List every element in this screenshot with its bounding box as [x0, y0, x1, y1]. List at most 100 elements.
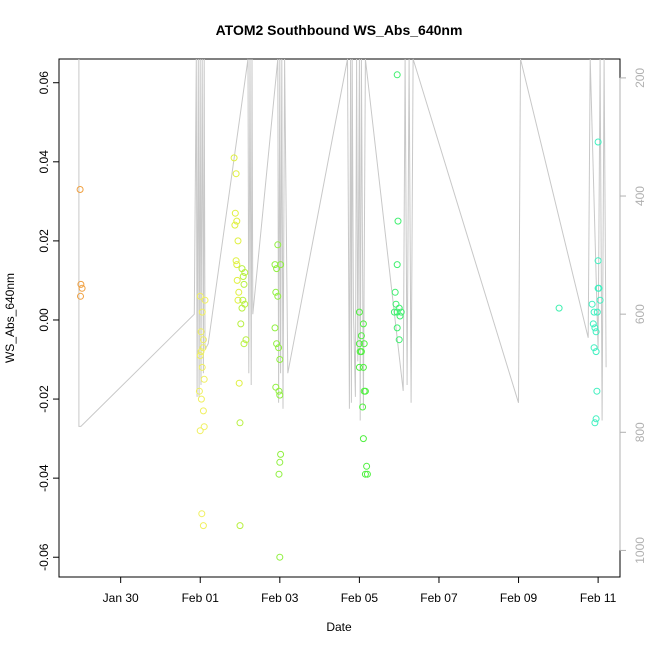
data-point [240, 340, 248, 348]
data-point [396, 312, 404, 320]
data-point [201, 296, 209, 304]
data-point [197, 395, 205, 403]
data-point [593, 308, 601, 316]
data-point [360, 340, 368, 348]
data-point [395, 304, 403, 312]
data-point [196, 352, 204, 360]
data-point [355, 363, 363, 371]
x-tick-label: Feb 07 [420, 591, 458, 605]
data-point [363, 462, 371, 470]
data-point [591, 324, 599, 332]
data-point [240, 280, 248, 288]
data-point [274, 292, 282, 300]
data-point [277, 450, 285, 458]
data-point [359, 320, 367, 328]
data-point [393, 261, 401, 269]
data-point [275, 344, 283, 352]
data-point [360, 387, 368, 395]
series-7 [555, 304, 563, 312]
data-point [588, 300, 596, 308]
right-tick-label: 1000 [633, 537, 647, 564]
data-point [196, 292, 204, 300]
data-point [236, 419, 244, 427]
data-point [199, 522, 207, 530]
chart-title: ATOM2 Southbound WS_Abs_640nm [216, 22, 463, 38]
y-tick-label: 0.04 [37, 150, 51, 174]
data-point [77, 280, 85, 288]
data-point [359, 403, 367, 411]
series-1 [195, 292, 209, 530]
data-point [594, 138, 602, 146]
series-4 [271, 241, 285, 561]
data-point [231, 221, 239, 229]
data-point [239, 273, 247, 280]
data-point [77, 292, 84, 300]
y-tick-label: -0.02 [37, 385, 51, 413]
data-point [276, 391, 284, 399]
data-point [357, 332, 365, 340]
right-axis: 200 400 600 800 1000 [619, 68, 647, 564]
x-axis: Jan 30 Feb 01 Feb 03 Feb 05 Feb 07 Feb 09 Feb … [103, 576, 617, 605]
data-point [231, 209, 239, 217]
data-point [198, 308, 206, 316]
data-point [198, 510, 206, 518]
data-point [230, 154, 238, 162]
data-point [276, 553, 284, 561]
right-tick-label: 800 [633, 422, 647, 442]
data-point [363, 470, 371, 478]
data-point [233, 276, 241, 284]
data-point [232, 257, 240, 265]
data-point [235, 288, 243, 296]
series-0 [76, 186, 86, 300]
data-point [393, 71, 401, 79]
y-tick-label: 0.06 [37, 71, 51, 95]
data-point [390, 308, 398, 316]
data-point [273, 265, 281, 273]
y-tick-label: -0.06 [37, 543, 51, 571]
data-point [234, 237, 242, 245]
data-point [272, 288, 280, 296]
right-tick-label: 600 [633, 304, 647, 324]
x-tick-label: Feb 03 [261, 591, 299, 605]
data-point [274, 241, 282, 249]
data-point [239, 296, 247, 304]
data-point [361, 470, 369, 478]
plot-area-frame [58, 58, 621, 578]
data-point [355, 308, 363, 316]
series-3 [236, 265, 250, 530]
data-point [276, 356, 284, 363]
data-point [395, 336, 403, 344]
data-point [234, 296, 242, 304]
data-point [241, 269, 249, 276]
data-point [238, 304, 246, 312]
data-point [355, 340, 363, 348]
y-tick-label: 0.00 [37, 308, 51, 332]
points-layer [76, 71, 604, 561]
data-point [593, 387, 601, 395]
data-point [356, 348, 364, 356]
series-2 [230, 154, 243, 387]
data-point [273, 340, 281, 348]
depth-trace-layer [78, 58, 607, 427]
right-tick-label: 400 [633, 186, 647, 206]
x-tick-label: Feb 11 [580, 591, 617, 605]
data-point [596, 296, 604, 304]
data-point [237, 320, 245, 328]
data-point [235, 379, 243, 387]
data-point [590, 344, 598, 352]
x-axis-label: Date [326, 620, 352, 634]
x-tick-label: Feb 09 [500, 591, 538, 605]
data-point [589, 320, 597, 328]
data-point [392, 300, 400, 308]
data-point [592, 328, 600, 336]
data-point [200, 423, 208, 431]
data-point [592, 415, 600, 423]
y-tick-label: -0.04 [37, 464, 51, 492]
data-point [594, 257, 602, 265]
series-5 [355, 308, 371, 478]
data-point [277, 261, 285, 269]
y-axis: -0.06 -0.04 -0.02 0.00 0.02 0.04 0.06 [37, 71, 60, 571]
series-6 [390, 71, 405, 344]
data-point [591, 419, 599, 427]
